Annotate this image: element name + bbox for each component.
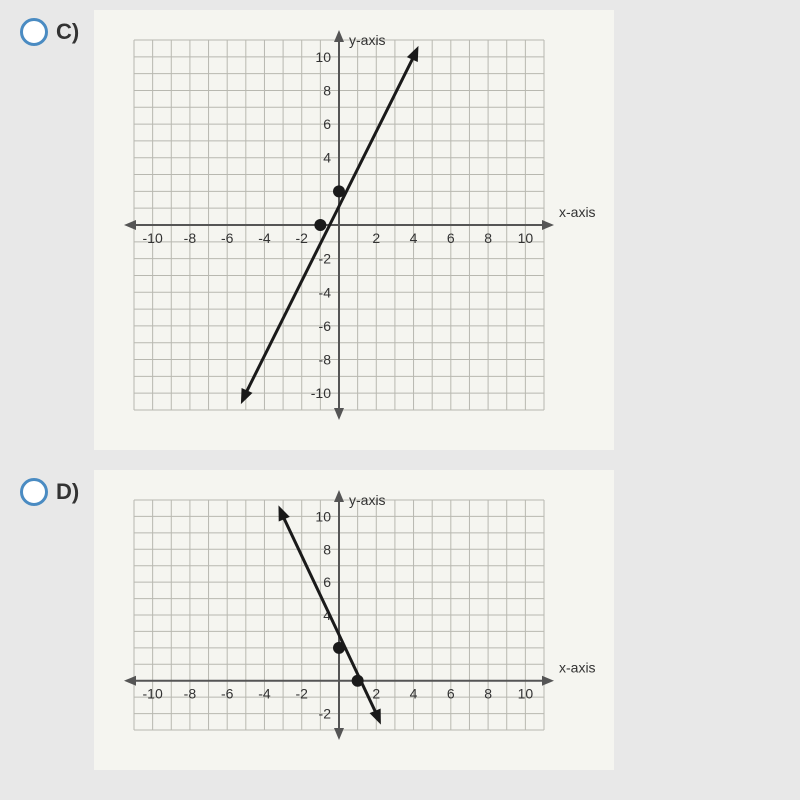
- svg-text:10: 10: [316, 49, 332, 65]
- svg-text:-2: -2: [319, 251, 332, 267]
- svg-text:-6: -6: [319, 318, 332, 334]
- svg-text:4: 4: [410, 686, 418, 702]
- svg-text:y-axis: y-axis: [349, 492, 386, 508]
- svg-text:10: 10: [316, 508, 332, 524]
- svg-text:-4: -4: [258, 686, 271, 702]
- svg-text:x-axis: x-axis: [559, 660, 596, 676]
- svg-text:-2: -2: [319, 706, 332, 722]
- svg-text:-10: -10: [311, 385, 331, 401]
- option-row: C) -10 -8 -6 -4 -2 2 4 6 8 10 10 8 6 4 -2 -4 -6 -8 -10 x-axi…: [0, 0, 800, 460]
- svg-text:6: 6: [447, 686, 455, 702]
- svg-text:8: 8: [484, 230, 492, 246]
- svg-text:-6: -6: [221, 686, 234, 702]
- svg-text:-10: -10: [143, 230, 163, 246]
- svg-text:-4: -4: [258, 230, 271, 246]
- graph-container: -10-8-6-4-224681010864-2x-axisy-axis: [94, 470, 614, 770]
- svg-text:2: 2: [373, 230, 381, 246]
- option-selector[interactable]: C): [20, 18, 79, 46]
- svg-text:-6: -6: [221, 230, 234, 246]
- radio-icon[interactable]: [20, 18, 48, 46]
- svg-text:8: 8: [323, 82, 331, 98]
- svg-text:8: 8: [323, 541, 331, 557]
- svg-text:-4: -4: [319, 284, 332, 300]
- svg-text:-10: -10: [143, 686, 163, 702]
- svg-text:8: 8: [484, 686, 492, 702]
- svg-text:10: 10: [518, 230, 534, 246]
- svg-text:-8: -8: [319, 352, 332, 368]
- svg-text:y-axis: y-axis: [349, 32, 386, 48]
- svg-text:6: 6: [447, 230, 455, 246]
- svg-text:6: 6: [323, 116, 331, 132]
- svg-text:-2: -2: [296, 686, 309, 702]
- svg-text:2: 2: [373, 686, 381, 702]
- svg-text:-8: -8: [184, 230, 197, 246]
- option-row: D)-10-8-6-4-224681010864-2x-axisy-axis: [0, 460, 800, 780]
- svg-text:4: 4: [410, 230, 418, 246]
- svg-text:10: 10: [518, 686, 534, 702]
- option-selector[interactable]: D): [20, 478, 79, 506]
- svg-text:-2: -2: [296, 230, 309, 246]
- svg-text:6: 6: [323, 574, 331, 590]
- svg-text:-8: -8: [184, 686, 197, 702]
- graph-container: -10 -8 -6 -4 -2 2 4 6 8 10 10 8 6 4 -2 -4 -6 -8 -10 x-axis y…: [94, 10, 614, 450]
- svg-text:4: 4: [323, 150, 331, 166]
- option-label: D): [56, 479, 79, 505]
- option-label: C): [56, 19, 79, 45]
- radio-icon[interactable]: [20, 478, 48, 506]
- svg-text:x-axis: x-axis: [559, 204, 596, 220]
